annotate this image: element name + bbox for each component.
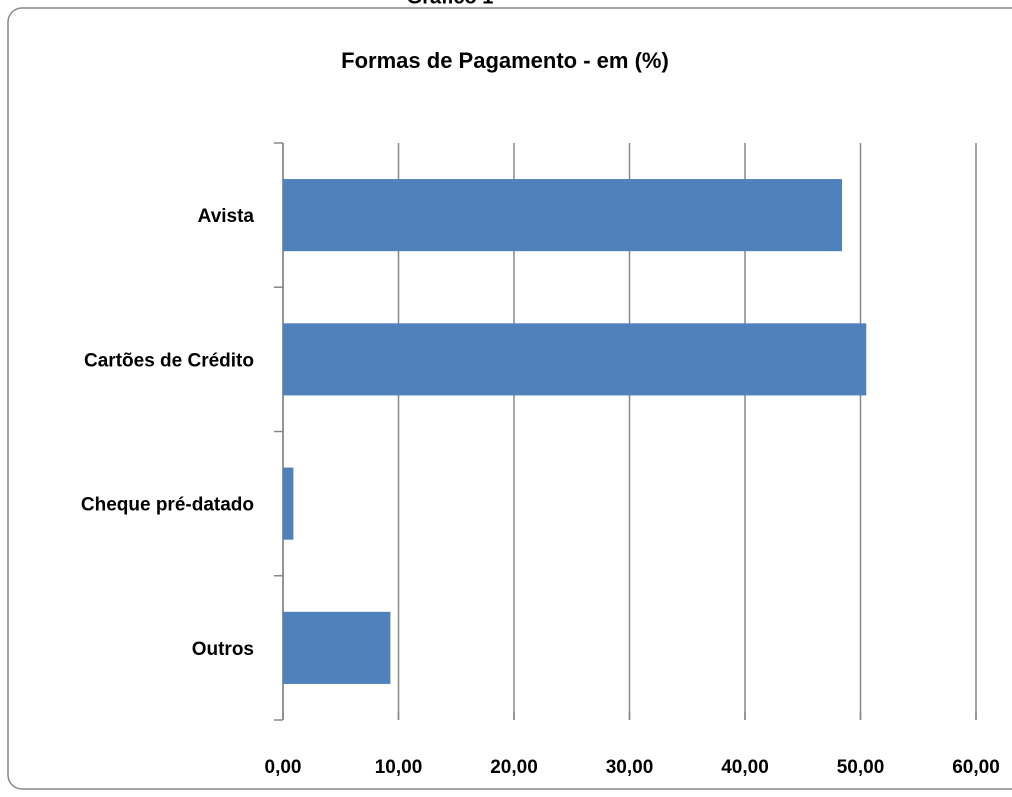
y-tick-label: Outros <box>192 639 254 660</box>
chart-title: Formas de Pagamento - em (%) <box>341 48 669 73</box>
x-tick-label: 10,00 <box>375 757 423 778</box>
x-tick-label: 30,00 <box>606 757 654 778</box>
x-tick-label: 50,00 <box>837 757 885 778</box>
y-tick-label: Cartões de Crédito <box>84 350 254 371</box>
bar <box>283 323 867 396</box>
y-tick-label: Avista <box>198 206 255 227</box>
bar <box>283 467 294 540</box>
bar <box>283 611 391 684</box>
chart-caption: Gráfico 1 <box>407 0 494 8</box>
bar <box>283 179 843 252</box>
x-tick-label: 40,00 <box>721 757 769 778</box>
x-tick-label: 20,00 <box>490 757 538 778</box>
chart-frame <box>7 7 1012 790</box>
x-tick-label: 60,00 <box>952 757 1000 778</box>
x-tick-label: 0,00 <box>265 757 302 778</box>
y-tick-label: Cheque pré-datado <box>81 495 254 516</box>
